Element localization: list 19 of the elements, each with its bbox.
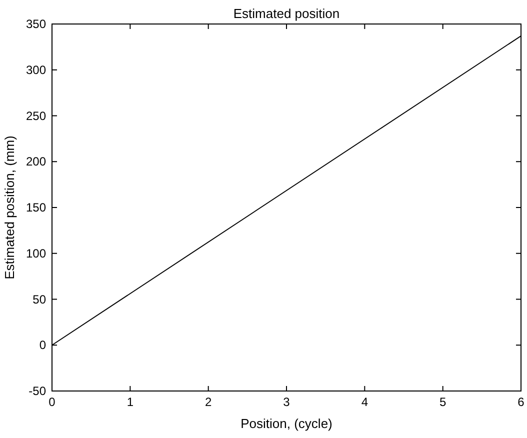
x-tick-label: 6 (518, 395, 525, 409)
x-tick-label: 3 (283, 395, 290, 409)
y-tick-label: 200 (26, 154, 46, 169)
y-tick-label: 0 (39, 338, 46, 352)
y-tick-label: 300 (26, 62, 46, 77)
x-axis-title: Position, (cycle) (240, 416, 332, 431)
y-tick-label: 100 (26, 246, 46, 260)
x-tick-label: 0 (48, 395, 56, 409)
x-tick-label: 4 (361, 395, 368, 409)
y-tick-label: 150 (26, 200, 46, 214)
y-axis-title: Estimated position, (mm) (2, 136, 17, 280)
y-tick-label: 50 (32, 292, 46, 306)
x-tick-label: 2 (204, 395, 212, 409)
y-tick-label: 250 (26, 108, 46, 123)
y-tick-label: 350 (26, 17, 46, 31)
x-tick-label: 1 (126, 395, 134, 409)
chart-title: Estimated position (233, 6, 340, 21)
y-tick-label: -50 (28, 384, 46, 398)
x-tick-label: 5 (439, 395, 446, 409)
